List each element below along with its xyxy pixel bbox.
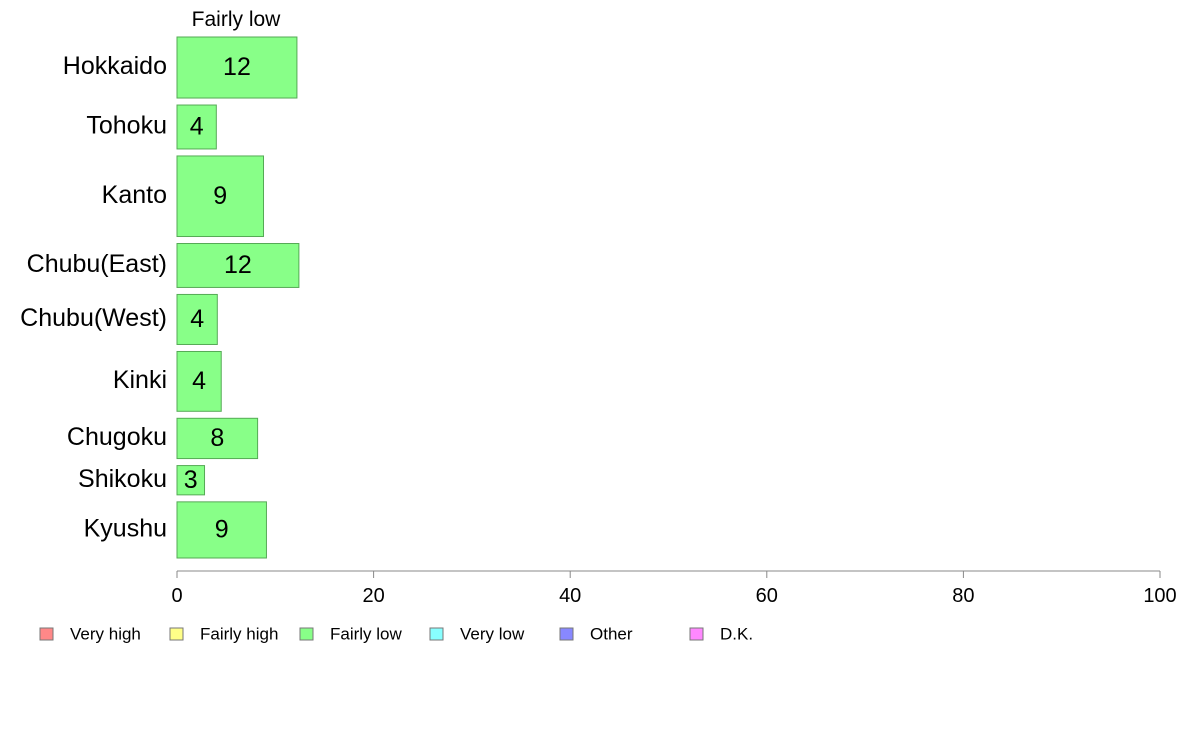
category-label: Tohoku [86,112,167,140]
category-label: Shikoku [78,465,167,493]
bar [176,501,267,559]
bar-value-label: 4 [192,367,206,395]
x-tick-label: 60 [756,585,778,607]
bar [176,243,300,288]
bar [176,350,222,412]
x-tick-label: 80 [952,585,974,607]
bar [176,36,298,99]
legend-swatch [559,627,574,641]
legend-label: Very high [70,624,141,643]
legend-label: D.K. [720,624,753,643]
category-label: Kinki [113,366,167,394]
x-tick-label: 100 [1143,585,1176,607]
bar [176,293,218,345]
bar-value-label: 12 [224,251,252,279]
bar [176,417,259,460]
category-label: Hokkaido [63,52,167,80]
bar [176,465,206,496]
legend-label: Other [590,624,633,643]
bar-value-label: 9 [215,516,229,544]
bar-value-label: 3 [184,466,198,494]
column-header: Fairly low [192,8,282,31]
category-label: Chugoku [67,423,167,451]
category-label: Chubu(West) [20,304,167,332]
x-axis: 0 20 40 60 80 100 [171,570,1177,607]
bar [176,104,217,150]
bar-value-label: 9 [213,182,227,210]
bar-value-label: 12 [223,53,251,81]
legend-label: Very low [460,624,525,643]
bar-value-label: 4 [190,305,204,333]
category-labels: Hokkaido Tohoku Kanto Chubu(East) Chubu(West… [20,52,167,542]
legend-swatch [299,627,314,641]
category-label: Chubu(East) [27,250,167,278]
legend-swatch [429,627,444,641]
category-label: Kanto [102,181,167,209]
bar-value-label: 8 [210,424,224,452]
legend: Very high Fairly high Fairly low Very low Ot… [39,624,753,643]
legend-label: Fairly low [330,624,403,643]
legend-swatch [689,627,704,641]
x-tick-label: 20 [362,585,384,607]
legend-swatch [39,627,54,641]
x-tick-label: 40 [559,585,581,607]
category-label: Kyushu [84,515,167,543]
bar-value-label: 4 [190,113,204,141]
x-tick-label: 0 [171,585,182,607]
legend-swatch [169,627,184,641]
bar [176,155,265,238]
legend-label: Fairly high [200,624,278,643]
